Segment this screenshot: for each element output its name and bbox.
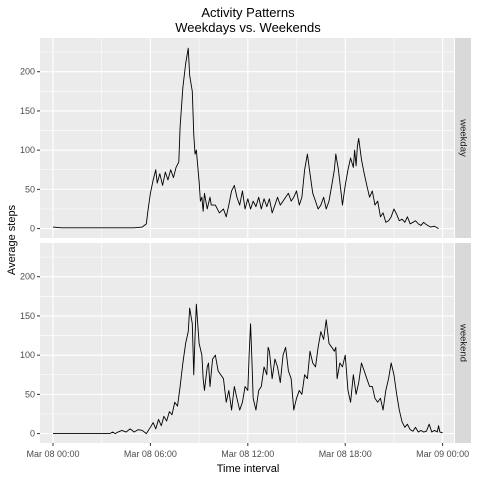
y-tick-label: 50 [25,389,35,399]
y-tick-label: 200 [20,67,35,77]
x-tick-label: Mar 08 18:00 [319,449,372,459]
x-tick-label: Mar 08 06:00 [124,449,177,459]
facet-strip [455,38,471,238]
panel-weekday: 0 50 100 150 200 weekday [20,38,471,238]
x-tick-label: Mar 08 12:00 [221,449,274,459]
y-tick-label: 200 [20,272,35,282]
chart-subtitle: Weekdays vs. Weekends [175,20,321,35]
x-tick-label: Mar 09 00:00 [416,449,469,459]
series-line-weekday [52,47,439,229]
facet-strip-label: weekend [458,323,469,362]
y-axis-title: Average steps [6,204,18,275]
panel-background [40,38,454,238]
y-tick-label: 0 [30,224,35,234]
panels-group: 0 50 100 150 200 weekday 0 50 100 150 200 weekend [20,38,471,443]
chart-title: Activity Patterns [201,5,295,20]
y-tick-label: 150 [20,311,35,321]
series-line-weekend [52,303,443,435]
y-tick-label: 150 [20,106,35,116]
y-tick-label: 100 [20,350,35,360]
y-tick-label: 100 [20,145,35,155]
panel-weekend: 0 50 100 150 200 weekend [20,243,471,443]
facet-strip-label: weekday [458,118,469,157]
y-tick-label: 0 [30,429,35,439]
x-axis: Mar 08 00:00 Mar 08 06:00 Mar 08 12:00 Mar … [26,443,469,459]
facet-strip [455,243,471,443]
panel-background [40,243,454,443]
y-tick-label: 50 [25,184,35,194]
x-tick-label: Mar 08 00:00 [26,449,79,459]
x-axis-title: Time interval [217,463,280,475]
